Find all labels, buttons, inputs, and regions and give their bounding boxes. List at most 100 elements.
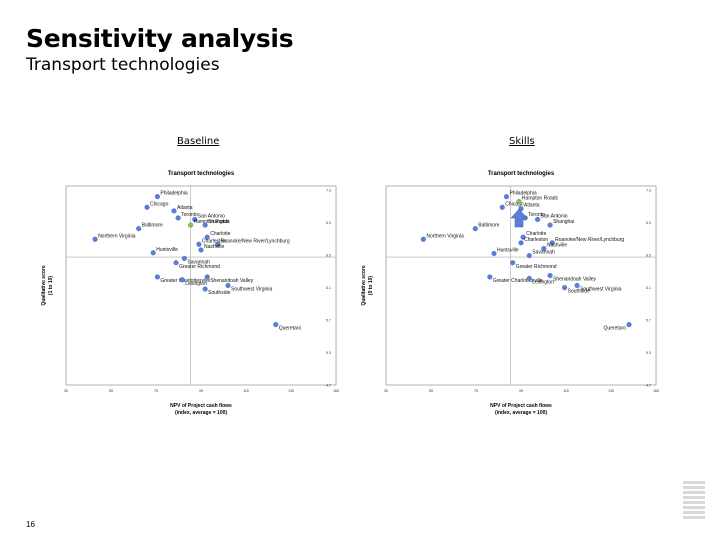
point-northern-virginia: [92, 236, 98, 242]
point-atlanta: [171, 208, 177, 214]
point-label-charlotte: Charlotte: [526, 231, 547, 237]
point-san-antonio: [535, 216, 541, 222]
x-tick-label: 55: [109, 389, 113, 393]
page-number: 16: [26, 520, 35, 529]
x-tick-label: 35: [384, 389, 388, 393]
point-label-philadelphia: Philadelphia: [509, 191, 536, 197]
point-roanoke-new-river-lynchburg: [549, 240, 555, 246]
point-hampton-roads: [516, 199, 522, 205]
point-label-queretaro: Queretaro: [603, 326, 626, 332]
point-huntsville: [150, 250, 156, 256]
point-label-atlanta: Atlanta: [177, 205, 193, 211]
x-tick-label: 115: [243, 389, 249, 393]
x-axis-sublabel: (index, average = 100): [175, 410, 227, 416]
point-greater-richmond: [173, 260, 179, 266]
point-label-charleston: Charleston: [524, 237, 548, 243]
point-label-shenandoah-valley: Shenandoah Valley: [553, 277, 596, 283]
y-axis-label: Qualitative score: [361, 265, 367, 306]
point-label-toronto: Toronto: [528, 212, 545, 218]
point-label-lexington: Lexington: [532, 279, 554, 285]
point-roanoke-new-river-lynchburg: [215, 241, 221, 247]
panel-label-baseline: Baseline: [177, 136, 220, 147]
y-axis-sublabel: (1 to 10): [48, 276, 54, 296]
point-label-southwest-virginia: Southwest Virginia: [231, 287, 273, 293]
x-tick-label: 165: [333, 389, 339, 393]
y-axis-sublabel: (0 to 10): [368, 276, 374, 296]
point-label-charleston: Charleston: [202, 238, 226, 244]
point-southwest-virginia: [574, 282, 580, 289]
point-shanghai: [547, 222, 553, 228]
y-tick-label: 4.7: [646, 384, 651, 388]
y-tick-label: 6.1: [646, 286, 651, 290]
point-label-greater-richmond: Greater Richmond: [179, 264, 220, 270]
point-label-charlotte: Charlotte: [210, 231, 231, 237]
point-label-savannah: Savannah: [532, 250, 555, 256]
point-southside: [202, 286, 208, 292]
point-charlotte: [204, 234, 210, 240]
company-logo-icon: [683, 481, 705, 523]
y-tick-label: 6.9: [646, 221, 651, 225]
skills-scatter-chart: Transport technologies 35 55 75 95 115 135 165 7…: [361, 171, 659, 416]
point-nashville: [198, 247, 204, 253]
x-axis-label: NPV of Project cash flows: [170, 403, 232, 409]
point-label-hampton-roads: Hampton Roads: [522, 196, 559, 202]
point-northern-virginia: [420, 236, 426, 242]
x-axis-label: NPV of Project cash flows: [490, 403, 552, 409]
y-tick-label: 4.7: [326, 384, 331, 388]
point-greater-richmond: [510, 260, 516, 266]
point-southside: [562, 285, 568, 291]
point-label-lexington: Lexington: [185, 281, 207, 287]
point-charlotte: [520, 234, 526, 240]
point-lexington: [179, 277, 185, 283]
point-shanghai: [202, 222, 208, 228]
point-lexington: [526, 275, 532, 281]
x-tick-label: 115: [563, 389, 569, 393]
point-shenandoah-valley: [547, 273, 553, 279]
point-san-antonio: [192, 216, 198, 222]
point-label-san-antonio: San Antonio: [198, 213, 225, 219]
point-label-atlanta: Atlanta: [524, 203, 540, 209]
point-label-toronto: Toronto: [181, 212, 198, 218]
point-charleston: [518, 240, 524, 246]
point-hampton-roads: [188, 222, 194, 228]
x-tick-label: 35: [64, 389, 68, 393]
point-label-baltimore: Baltimore: [478, 223, 499, 229]
point-label-southside: Southside: [568, 289, 590, 295]
x-tick-label: 95: [519, 389, 523, 393]
y-tick-label: 7.3: [326, 189, 331, 193]
point-shenandoah-valley: [204, 274, 210, 280]
point-label-nashville: Nashville: [547, 243, 568, 249]
point-label-northern-virginia: Northern Virginia: [98, 233, 136, 239]
point-queretaro: [273, 322, 279, 328]
point-greater-charlottesville: [154, 274, 160, 280]
y-tick-label: 6.5: [646, 254, 651, 258]
point-label-chicago: Chicago: [150, 201, 169, 207]
point-savannah: [181, 255, 187, 262]
x-tick-label: 75: [474, 389, 478, 393]
point-label-san-antonio: San Antonio: [541, 213, 568, 219]
x-tick-label: 55: [429, 389, 433, 393]
plot-frame: [65, 185, 337, 386]
point-huntsville: [491, 250, 497, 257]
point-label-southwest-virginia: Southwest Virginia: [580, 287, 622, 293]
chart-title: Transport technologies: [168, 171, 235, 177]
x-tick-label: 75: [154, 389, 158, 393]
x-axis-sublabel: (index, average = 100): [495, 410, 547, 416]
point-label-northern-virginia: Northern Virginia: [426, 233, 464, 239]
point-label-chicago: Chicago: [505, 201, 524, 207]
point-label-philadelphia: Philadelphia: [160, 191, 187, 197]
point-label-shanghai: Shanghai: [553, 219, 574, 225]
point-label-huntsville: Huntsville: [497, 248, 519, 254]
point-label-greater-charlottesville: Greater Charlottesville: [160, 278, 210, 284]
slide-subtitle: Transport technologies: [26, 55, 220, 75]
x-tick-label: 165: [653, 389, 659, 393]
point-chicago: [144, 204, 150, 210]
point-label-roanoke-new-river-lynchburg: Roanoke/New River/Lynchburg: [221, 238, 290, 244]
y-tick-label: 6.9: [326, 221, 331, 225]
point-southwest-virginia: [225, 282, 231, 289]
point-label-baltimore: Baltimore: [142, 223, 163, 229]
y-tick-label: 5.7: [646, 319, 651, 323]
y-tick-label: 5.7: [326, 319, 331, 323]
point-savannah: [526, 253, 532, 259]
point-baltimore: [136, 226, 142, 232]
